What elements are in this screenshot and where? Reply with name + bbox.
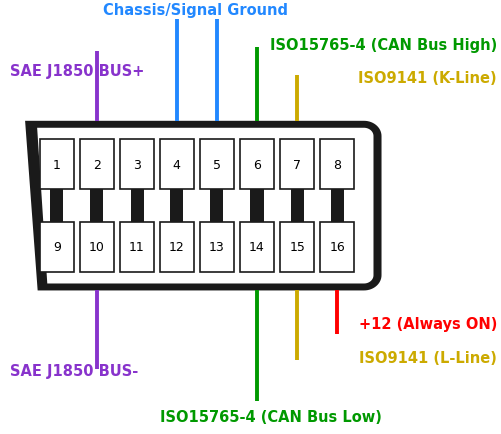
Bar	[90, 204, 103, 222]
Polygon shape	[25, 122, 381, 291]
Bar	[199, 140, 233, 190]
Text: 10: 10	[89, 241, 105, 254]
Text: 3: 3	[133, 158, 141, 171]
Text: ISO15765-4 (CAN Bus Low): ISO15765-4 (CAN Bus Low)	[160, 409, 381, 424]
Bar	[80, 223, 114, 273]
Bar	[290, 204, 303, 222]
Bar	[330, 204, 343, 222]
Bar	[50, 204, 63, 222]
Bar	[290, 190, 303, 208]
Text: SAE J1850 BUS-: SAE J1850 BUS-	[10, 364, 138, 378]
Bar	[130, 190, 143, 208]
Bar	[120, 140, 154, 190]
Text: 16: 16	[329, 241, 345, 254]
Bar	[210, 190, 223, 208]
Text: 6: 6	[253, 158, 261, 171]
Bar	[170, 190, 183, 208]
Bar	[239, 140, 274, 190]
Bar	[159, 140, 193, 190]
Bar	[40, 223, 74, 273]
Bar	[280, 223, 314, 273]
Text: ISO15765-4 (CAN Bus High): ISO15765-4 (CAN Bus High)	[269, 38, 496, 53]
Text: 11: 11	[129, 241, 145, 254]
Bar	[159, 223, 193, 273]
Text: 13: 13	[208, 241, 224, 254]
Bar	[80, 140, 114, 190]
Text: 1: 1	[53, 158, 61, 171]
Bar	[239, 223, 274, 273]
Bar	[120, 223, 154, 273]
Bar	[40, 140, 74, 190]
Text: ISO9141 (K-Line): ISO9141 (K-Line)	[358, 71, 496, 85]
Text: 9: 9	[53, 241, 61, 254]
Bar	[250, 204, 263, 222]
Text: 5: 5	[212, 158, 220, 171]
Bar	[199, 223, 233, 273]
Text: 7: 7	[293, 158, 301, 171]
Text: SAE J1850 BUS+: SAE J1850 BUS+	[10, 64, 144, 79]
Bar	[320, 140, 354, 190]
Bar	[280, 140, 314, 190]
Bar	[210, 204, 223, 222]
Bar	[330, 190, 343, 208]
Text: 12: 12	[168, 241, 184, 254]
Text: 15: 15	[289, 241, 305, 254]
Text: 8: 8	[333, 158, 341, 171]
Text: +12 (Always ON): +12 (Always ON)	[358, 316, 496, 331]
Bar	[90, 190, 103, 208]
Bar	[250, 190, 263, 208]
Polygon shape	[37, 128, 373, 284]
Text: Chassis/Signal Ground: Chassis/Signal Ground	[103, 3, 288, 18]
Bar	[320, 223, 354, 273]
Text: 2: 2	[93, 158, 101, 171]
Text: ISO9141 (L-Line): ISO9141 (L-Line)	[358, 351, 496, 365]
Bar	[130, 204, 143, 222]
Text: 4: 4	[172, 158, 180, 171]
Bar	[50, 190, 63, 208]
Bar	[170, 204, 183, 222]
Text: 14: 14	[248, 241, 265, 254]
